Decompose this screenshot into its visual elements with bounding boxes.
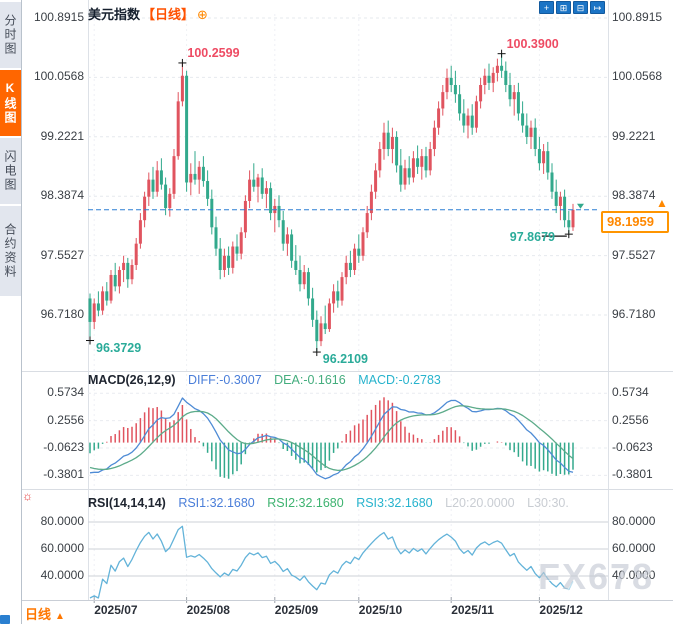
macd-axis-label-left: -0.0623 [43,440,84,454]
rsi3-value: RSI3:32.1680 [356,496,433,510]
macd-axis-label-right: 0.2556 [612,412,649,427]
current-price-box: 98.1959 [601,211,669,233]
price-axis-label-left: 98.3874 [40,188,84,203]
macd-axis-label-right: -0.3801 [612,467,653,482]
macd-axis-label-right: 0.5734 [612,385,649,400]
rsi2-value: RSI2:32.1680 [267,496,344,510]
high-price-annotation: 100.3900 [506,36,559,51]
instrument-title: 美元指数 [88,7,141,22]
price-axis-label-left: 99.2221 [40,128,84,143]
rsi-axis-label-right: 60.0000 [612,541,656,555]
macd-axis-label-left: 0.5734 [47,385,84,400]
price-axis-label-left: 100.8915 [33,10,84,24]
period-up-triangle-icon: ▲ [55,611,65,622]
rsi-axis-label-right: 80.0000 [612,514,656,528]
macd-header: MACD(26,12,9) DIFF:-0.3007 DEA:-0.1616 M… [88,373,450,387]
crosshair-icon[interactable]: + [539,1,554,14]
x-axis-label: 2025/07 [94,603,138,617]
zoom-in-icon[interactable]: ⊞ [556,1,571,14]
macd-axis-label-left: 0.2556 [47,412,84,427]
exit-icon[interactable]: ↦ [590,1,605,14]
scroll-corner-button[interactable] [0,615,10,624]
price-axis-label-right: 100.0568 [612,69,663,84]
chart-header: 美元指数 【日线】 ⊕ [88,4,208,23]
low-price-annotation: 96.3729 [96,340,142,355]
x-axis-label: 2025/11 [451,603,494,617]
low-price-annotation: 97.8679 [509,230,555,245]
sidebar-tab-4[interactable]: 合约资料 [0,206,21,296]
x-axis-label: 2025/08 [186,603,230,617]
period-selector-label: 日线 [25,607,52,622]
pane-divider [22,489,673,490]
rsi-l20-value: L20:20.0000 [445,496,515,510]
rsi-axis-label-left: 80.0000 [40,514,84,528]
high-price-annotation: 100.2599 [187,45,240,60]
rsi-axis-label-left: 40.0000 [40,568,84,582]
price-axis-label-right: 97.5527 [612,247,656,262]
chart-toolbar: + ⊞ ⊟ ↦ [539,1,605,14]
sidebar: 分时图 K线图 闪电图 合约资料 [0,0,22,624]
price-axis-label-left: 96.7180 [40,307,84,321]
x-axis-label: 2025/10 [358,603,403,617]
indicator-alert-icon[interactable]: ☼ [22,489,33,503]
macd-title[interactable]: MACD(26,12,9) [88,373,176,387]
rsi1-value: RSI1:32.1680 [178,496,255,510]
macd-axis-label-left: -0.3801 [43,467,84,482]
period-selector[interactable]: 日线 ▲ [25,604,65,623]
period-tag[interactable]: 【日线】 [142,7,195,22]
x-axis-label: 2025/12 [539,603,583,617]
price-axis-label-right: 100.8915 [612,10,663,24]
watermark: FX678 [538,556,655,597]
sidebar-tab-3[interactable]: 闪电图 [0,138,21,204]
rsi-l30-value: L30:30. [527,496,569,510]
rsi-title[interactable]: RSI(14,14,14) [88,496,166,510]
x-axis-label: 2025/09 [274,603,319,617]
price-up-arrow-icon[interactable]: ▲ [656,196,668,210]
macd-dea-value: DEA:-0.1616 [274,373,346,387]
price-axis-label-right: 96.7180 [612,307,656,321]
macd-axis-label-right: -0.0623 [612,440,653,454]
rsi-header: RSI(14,14,14) RSI1:32.1680 RSI2:32.1680 … [88,496,578,510]
price-axis-label-right: 99.2221 [612,128,656,143]
rsi-axis-label-right: 40.0000 [612,568,656,582]
zoom-out-icon[interactable]: ⊟ [573,1,588,14]
macd-bar-value: MACD:-0.2783 [358,373,441,387]
price-axis-label-left: 97.5527 [40,247,84,262]
sidebar-tab-1[interactable]: 分时图 [0,2,21,68]
macd-diff-value: DIFF:-0.3007 [188,373,262,387]
add-indicator-icon[interactable]: ⊕ [197,7,208,22]
pane-divider [22,371,673,372]
price-axis-label-right: 98.3874 [612,188,656,203]
price-axis-label-left: 100.0568 [33,69,84,84]
low-price-annotation: 96.2109 [322,352,368,367]
rsi-axis-label-left: 60.0000 [40,541,84,555]
axis-divider [0,600,673,601]
sidebar-tab-2[interactable]: K线图 [0,70,21,136]
plot-right-border [608,0,609,600]
